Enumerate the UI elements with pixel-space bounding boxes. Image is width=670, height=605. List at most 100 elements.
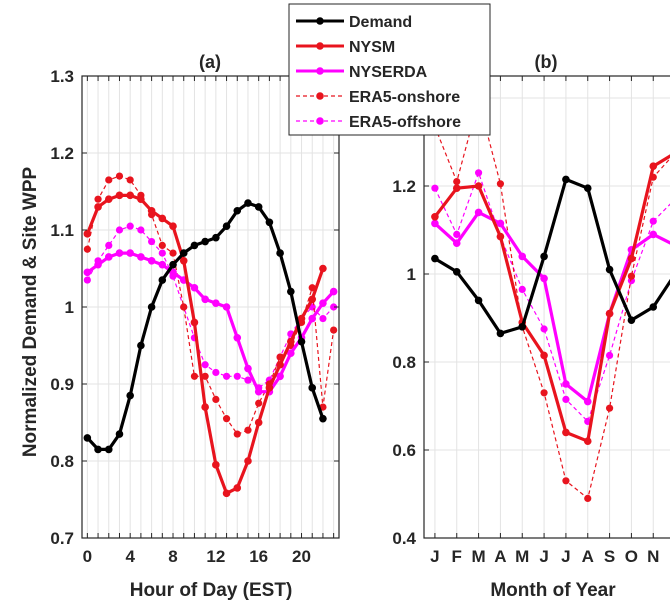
data-point-era5-offshore bbox=[212, 369, 219, 376]
data-point-demand bbox=[105, 446, 113, 454]
panel-a-title: (a) bbox=[199, 52, 221, 72]
data-point-nysm bbox=[191, 319, 199, 327]
data-point-era5-onshore bbox=[628, 273, 635, 280]
legend-marker-nysm bbox=[316, 42, 324, 50]
x-tick-label: A bbox=[582, 547, 594, 566]
data-point-era5-onshore bbox=[169, 250, 176, 257]
data-point-demand bbox=[94, 446, 102, 454]
data-point-era5-onshore bbox=[223, 415, 230, 422]
y-tick-label: 1.3 bbox=[50, 67, 74, 86]
legend-label-era5-offshore: ERA5-offshore bbox=[349, 114, 461, 131]
data-point-nysm bbox=[137, 195, 145, 203]
y-tick-label: 1.1 bbox=[50, 221, 74, 240]
data-point-era5-onshore bbox=[116, 173, 123, 180]
data-point-demand bbox=[606, 266, 614, 274]
legend-marker-era5-onshore bbox=[316, 92, 324, 100]
legend-marker-demand bbox=[316, 17, 324, 25]
y-tick-label: 0.6 bbox=[392, 441, 416, 460]
data-point-demand bbox=[191, 242, 199, 250]
data-point-nyserda bbox=[116, 249, 124, 257]
data-point-nyserda bbox=[649, 231, 657, 239]
data-point-demand bbox=[431, 255, 439, 263]
data-point-nyserda bbox=[233, 334, 241, 342]
data-point-demand bbox=[584, 184, 592, 192]
data-point-era5-onshore bbox=[234, 430, 241, 437]
data-point-nysm bbox=[497, 233, 505, 241]
panel-b-title: (b) bbox=[535, 52, 558, 72]
x-tick-label: F bbox=[452, 547, 462, 566]
y-tick-label: 1.2 bbox=[392, 177, 416, 196]
data-point-nysm bbox=[475, 182, 483, 190]
data-point-nyserda bbox=[94, 261, 102, 269]
x-tick-label: M bbox=[515, 547, 529, 566]
x-tick-label: 12 bbox=[206, 547, 225, 566]
data-point-demand bbox=[497, 330, 505, 338]
data-point-nysm bbox=[94, 203, 102, 211]
x-tick-label: J bbox=[430, 547, 439, 566]
data-point-nysm bbox=[540, 352, 548, 360]
data-point-demand bbox=[298, 338, 306, 346]
data-point-era5-onshore bbox=[180, 303, 187, 310]
data-point-era5-offshore bbox=[137, 226, 144, 233]
data-point-era5-offshore bbox=[475, 169, 482, 176]
data-point-nyserda bbox=[475, 209, 483, 217]
data-point-era5-onshore bbox=[244, 427, 251, 434]
data-point-nysm bbox=[606, 310, 614, 318]
data-point-era5-offshore bbox=[562, 396, 569, 403]
data-point-nysm bbox=[453, 184, 461, 192]
data-point-era5-onshore bbox=[255, 400, 262, 407]
data-point-demand bbox=[276, 249, 284, 257]
data-point-nyserda bbox=[244, 365, 252, 373]
data-point-demand bbox=[137, 342, 145, 350]
data-point-nyserda bbox=[453, 239, 461, 247]
data-point-era5-onshore bbox=[562, 477, 569, 484]
data-point-demand bbox=[159, 276, 167, 284]
data-point-era5-offshore bbox=[606, 352, 613, 359]
data-point-era5-offshore bbox=[116, 226, 123, 233]
data-point-nysm bbox=[628, 255, 636, 263]
data-point-nysm bbox=[244, 457, 252, 465]
data-point-demand bbox=[116, 430, 124, 438]
legend-label-demand: Demand bbox=[349, 14, 412, 31]
data-point-demand bbox=[169, 261, 177, 269]
data-point-nysm bbox=[287, 338, 295, 346]
data-point-nyserda bbox=[518, 253, 526, 261]
data-point-era5-onshore bbox=[159, 242, 166, 249]
data-point-era5-onshore bbox=[606, 405, 613, 412]
y-tick-label: 0.7 bbox=[50, 529, 74, 548]
y-tick-label: 0.8 bbox=[50, 452, 74, 471]
data-point-nyserda bbox=[319, 299, 327, 307]
data-point-demand bbox=[255, 203, 263, 211]
x-tick-label: J bbox=[561, 547, 570, 566]
data-point-nysm bbox=[223, 490, 231, 498]
data-point-era5-onshore bbox=[212, 396, 219, 403]
panel-a-x-axis-label: Hour of Day (EST) bbox=[130, 580, 293, 601]
data-point-nysm bbox=[201, 403, 209, 411]
legend-marker-nyserda bbox=[316, 67, 324, 75]
data-point-nysm bbox=[212, 461, 220, 469]
data-point-nysm bbox=[126, 192, 134, 200]
data-point-nysm bbox=[298, 315, 306, 323]
data-point-era5-offshore bbox=[453, 231, 460, 238]
data-point-era5-onshore bbox=[453, 178, 460, 185]
x-tick-label: J bbox=[539, 547, 548, 566]
data-point-nyserda bbox=[212, 299, 220, 307]
data-point-demand bbox=[540, 253, 548, 261]
data-point-era5-onshore bbox=[105, 176, 112, 183]
data-point-era5-offshore bbox=[148, 238, 155, 245]
data-point-nysm bbox=[562, 429, 570, 437]
data-point-era5-onshore bbox=[330, 327, 337, 334]
data-point-era5-offshore bbox=[202, 361, 209, 368]
data-point-demand bbox=[562, 176, 570, 184]
data-point-era5-onshore bbox=[127, 176, 134, 183]
legend-label-nyserda: NYSERDA bbox=[349, 64, 428, 81]
data-point-nyserda bbox=[431, 220, 439, 228]
data-point-demand bbox=[84, 434, 92, 442]
data-point-nyserda bbox=[191, 284, 199, 292]
data-point-demand bbox=[126, 392, 134, 400]
data-point-demand bbox=[201, 238, 209, 246]
legend-marker-era5-offshore bbox=[316, 117, 324, 125]
data-point-nyserda bbox=[540, 275, 548, 283]
data-point-nyserda bbox=[105, 253, 113, 261]
